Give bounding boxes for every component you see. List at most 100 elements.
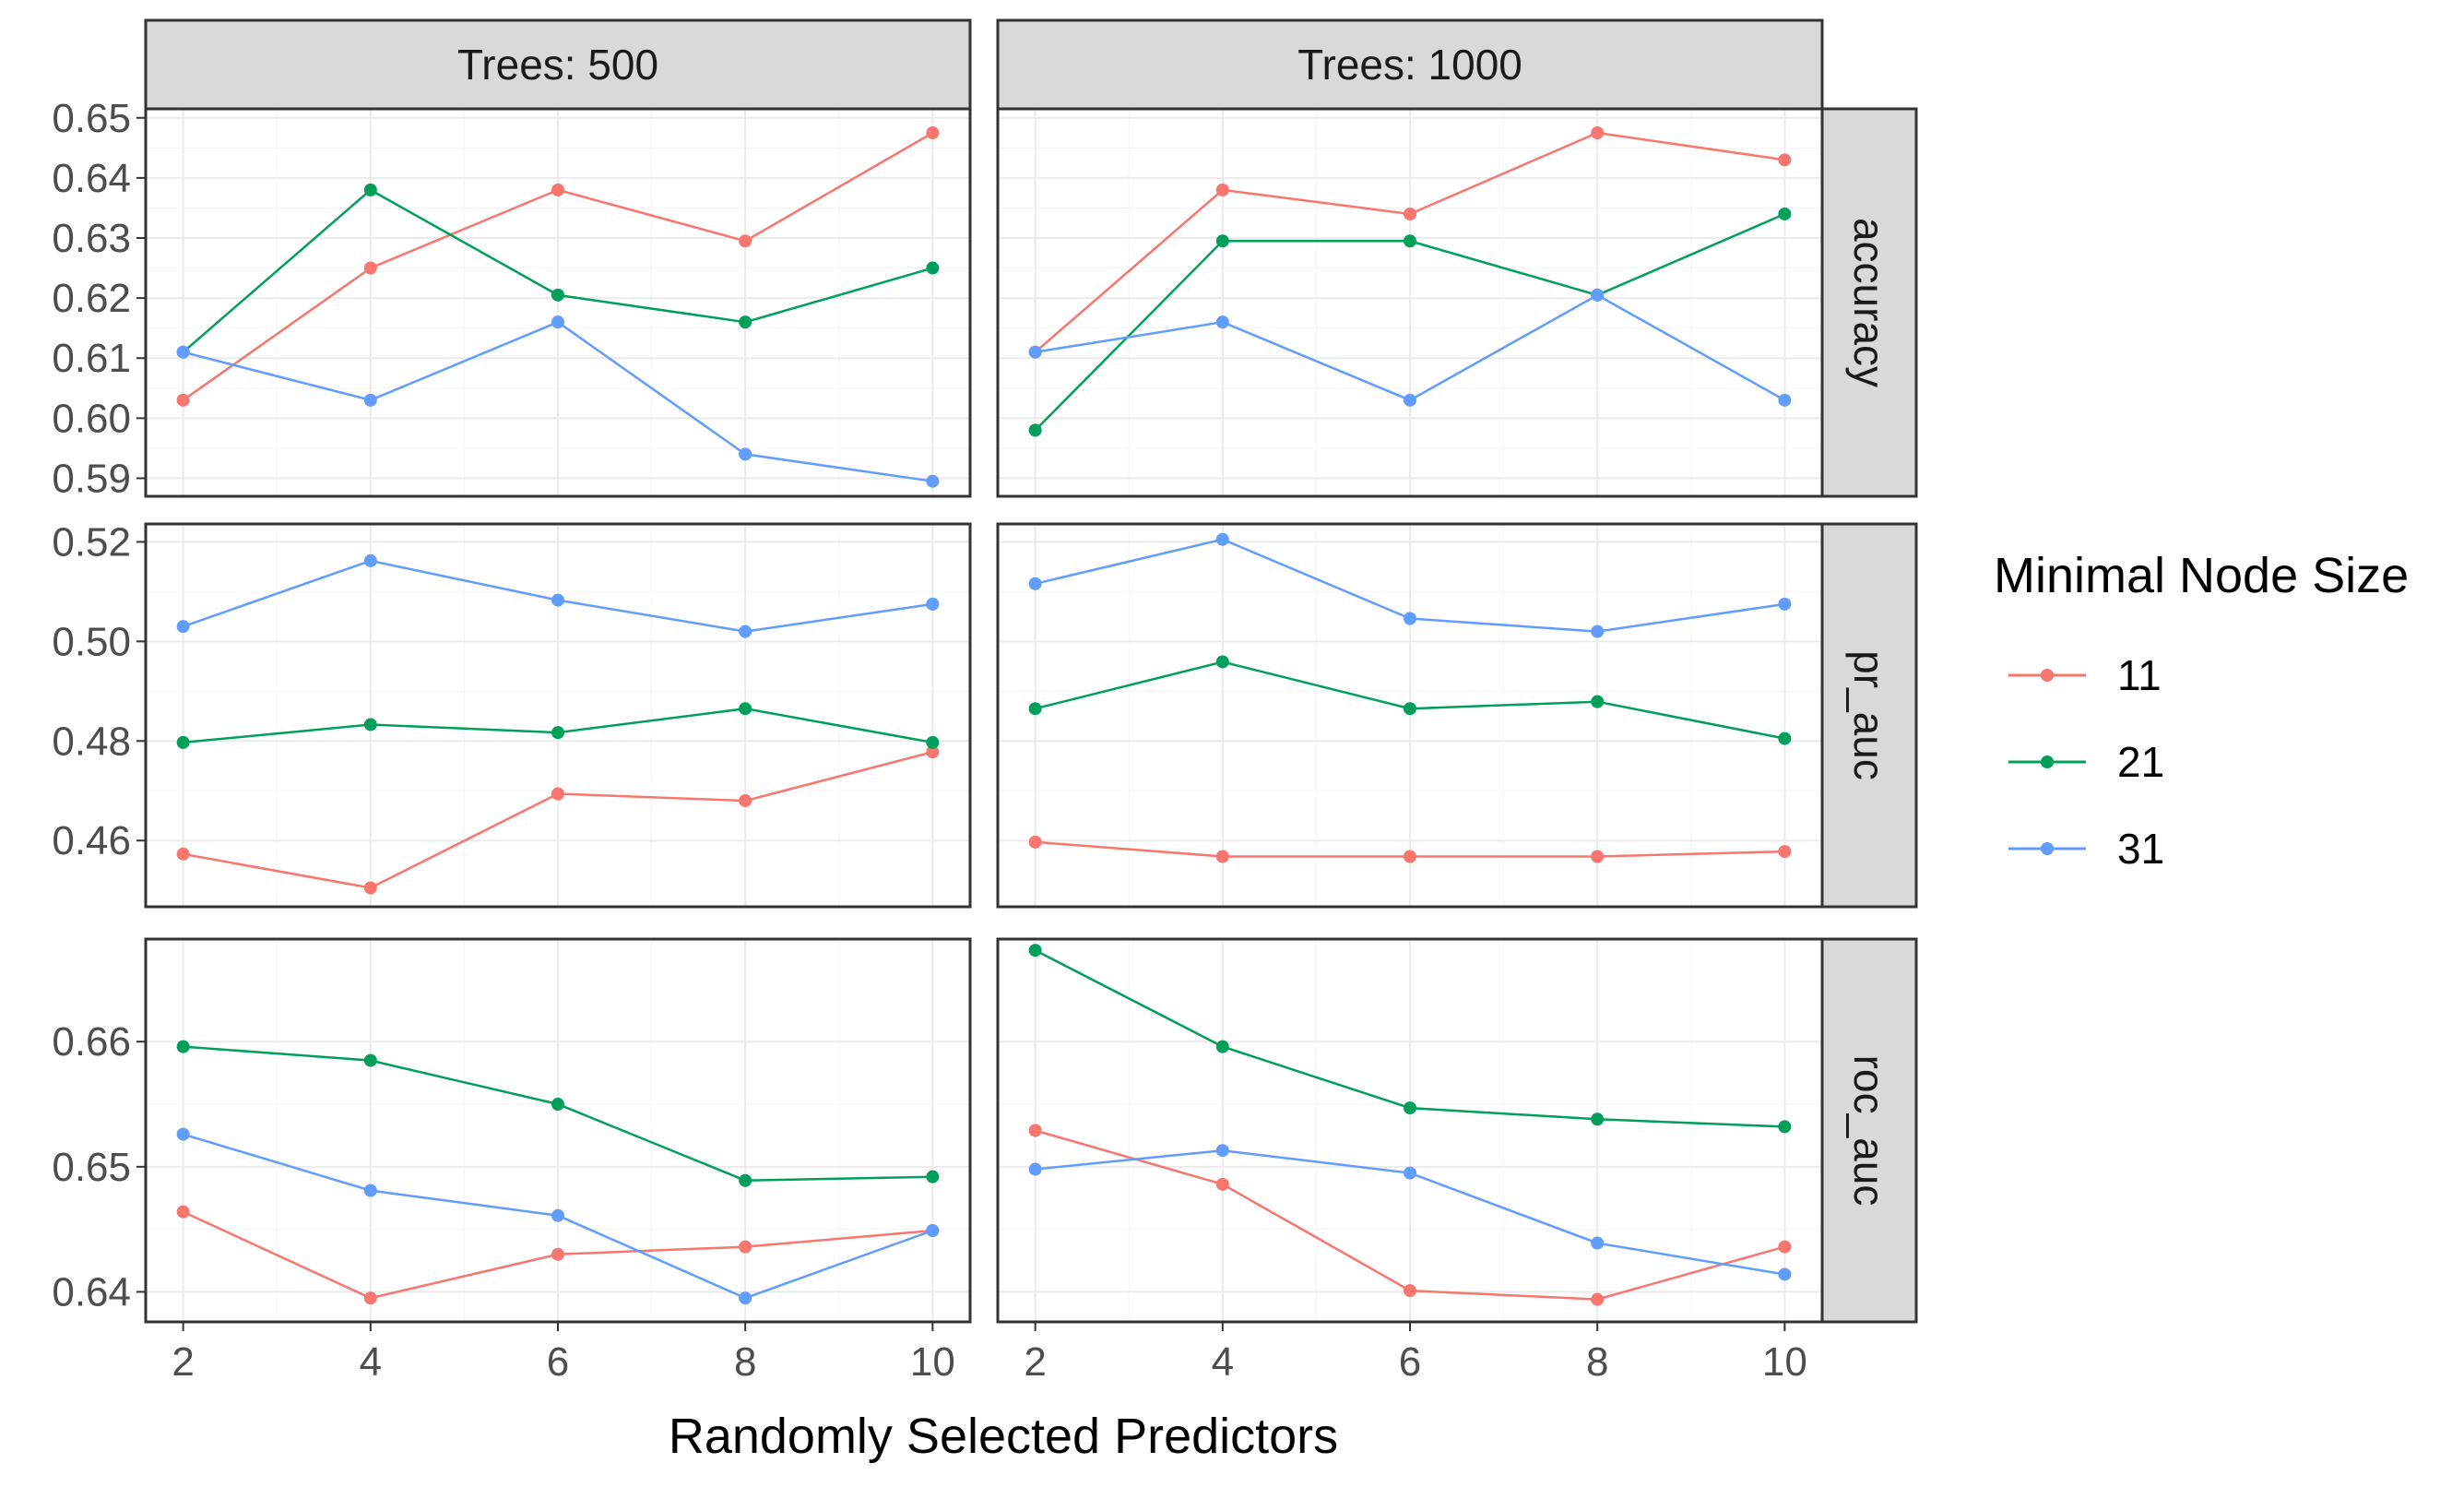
x-axis-title: Randomly Selected Predictors (669, 1409, 1338, 1464)
y-axes: 0.59 0.60 0.61 0.62 0.63 0.64 0.65 0.46 0.48 0.50… (52, 96, 146, 1315)
y-tick-label: 0.46 (52, 818, 131, 863)
data-point-11 (551, 183, 564, 196)
data-point-11 (1404, 207, 1416, 220)
x-tick-label: 6 (1399, 1339, 1421, 1385)
data-point-31 (1215, 1144, 1229, 1158)
data-point-21 (926, 261, 940, 275)
legend-entries: 11 21 31 (2008, 651, 2164, 873)
legend: Minimal Node Size 11 21 31 (1994, 548, 2409, 873)
data-point-21 (176, 735, 190, 749)
data-point-21 (926, 735, 940, 749)
data-point-21 (1028, 702, 1042, 716)
y-tick-label: 0.60 (52, 396, 131, 441)
data-point-11 (1591, 1292, 1605, 1306)
data-point-31 (1591, 1236, 1605, 1250)
y-tick-label: 0.63 (52, 216, 131, 261)
data-point-11 (176, 847, 190, 861)
y-tick-label: 0.61 (52, 336, 131, 381)
data-point-21 (363, 718, 377, 732)
data-point-31 (1404, 1166, 1416, 1180)
x-tick-label: 8 (734, 1339, 756, 1385)
data-point-21 (1404, 1101, 1416, 1115)
data-point-31 (1215, 315, 1229, 329)
y-tick-label: 0.59 (52, 456, 131, 501)
data-point-21 (1028, 944, 1042, 958)
data-point-21 (363, 183, 377, 196)
data-point-11 (551, 787, 564, 801)
x-axes: 2 4 6 8 10 2 4 6 8 10 (172, 1322, 1807, 1385)
x-tick-label: 4 (1212, 1339, 1234, 1385)
data-point-31 (926, 474, 940, 488)
data-point-21 (739, 1173, 752, 1187)
data-point-31 (551, 593, 564, 607)
data-point-11 (926, 745, 940, 759)
col-strip-label-0: Trees: 500 (457, 41, 658, 89)
data-point-11 (1591, 126, 1605, 140)
data-point-21 (551, 1098, 564, 1112)
x-tick-label: 4 (360, 1339, 382, 1385)
y-tick-label: 0.66 (52, 1019, 131, 1065)
row-strip-2 (1820, 937, 1918, 1324)
data-point-11 (1404, 850, 1416, 863)
legend-label: 21 (2117, 738, 2164, 786)
panel-border (144, 522, 972, 909)
data-point-31 (739, 625, 752, 638)
data-point-11 (739, 794, 752, 808)
data-point-31 (1215, 532, 1229, 546)
data-point-21 (1591, 695, 1605, 708)
row-strip-0 (1820, 107, 1918, 498)
data-point-31 (363, 553, 377, 567)
data-point-21 (1028, 423, 1042, 437)
legend-key-point (2041, 755, 2054, 768)
data-point-21 (1404, 234, 1416, 248)
data-point-21 (1778, 732, 1792, 745)
data-point-21 (363, 1053, 377, 1067)
legend-label: 11 (2117, 651, 2162, 699)
data-point-31 (176, 620, 190, 634)
data-point-11 (1404, 1284, 1416, 1298)
data-point-31 (926, 597, 940, 611)
y-tick-label: 0.48 (52, 719, 131, 764)
data-point-31 (176, 345, 190, 359)
data-point-21 (1778, 1120, 1792, 1134)
data-point-11 (363, 881, 377, 895)
data-point-21 (551, 288, 564, 302)
data-point-11 (739, 1240, 752, 1254)
data-point-31 (739, 447, 752, 461)
data-point-21 (551, 726, 564, 740)
data-point-21 (1778, 207, 1792, 220)
data-point-31 (739, 1291, 752, 1305)
panel-roc_auc-0 (144, 937, 972, 1324)
panel-accuracy-0 (144, 107, 972, 498)
row-strip-label-0: accuracy (1845, 218, 1893, 387)
data-point-31 (1028, 345, 1042, 359)
y-tick-label: 0.65 (52, 96, 131, 141)
data-point-21 (739, 702, 752, 716)
data-point-31 (1778, 393, 1792, 407)
facet-strips: Trees: 500 Trees: 1000 accuracy pr_auc roc_a… (144, 18, 1918, 1324)
data-point-21 (926, 1170, 940, 1184)
row-strip-label-1: pr_auc (1845, 650, 1893, 780)
legend-key-point (2041, 669, 2054, 682)
data-point-31 (926, 1223, 940, 1237)
panel-pr_auc-0 (144, 522, 972, 909)
x-tick-label: 10 (1762, 1339, 1807, 1385)
col-strip-1 (996, 18, 1824, 111)
panel-accuracy-1 (996, 107, 1824, 498)
data-point-11 (551, 1247, 564, 1261)
data-point-11 (1778, 1240, 1792, 1254)
data-point-31 (176, 1127, 190, 1141)
data-point-11 (176, 1205, 190, 1219)
data-point-21 (176, 1040, 190, 1053)
y-tick-label: 0.64 (52, 1269, 131, 1315)
row-strip-label-2: roc_auc (1845, 1055, 1893, 1207)
data-point-11 (363, 1291, 377, 1305)
data-point-11 (739, 234, 752, 248)
data-point-21 (1591, 1112, 1605, 1126)
data-point-31 (363, 1184, 377, 1197)
data-point-11 (1591, 850, 1605, 863)
x-tick-label: 8 (1586, 1339, 1608, 1385)
data-point-21 (1404, 702, 1416, 716)
data-point-11 (1215, 183, 1229, 196)
